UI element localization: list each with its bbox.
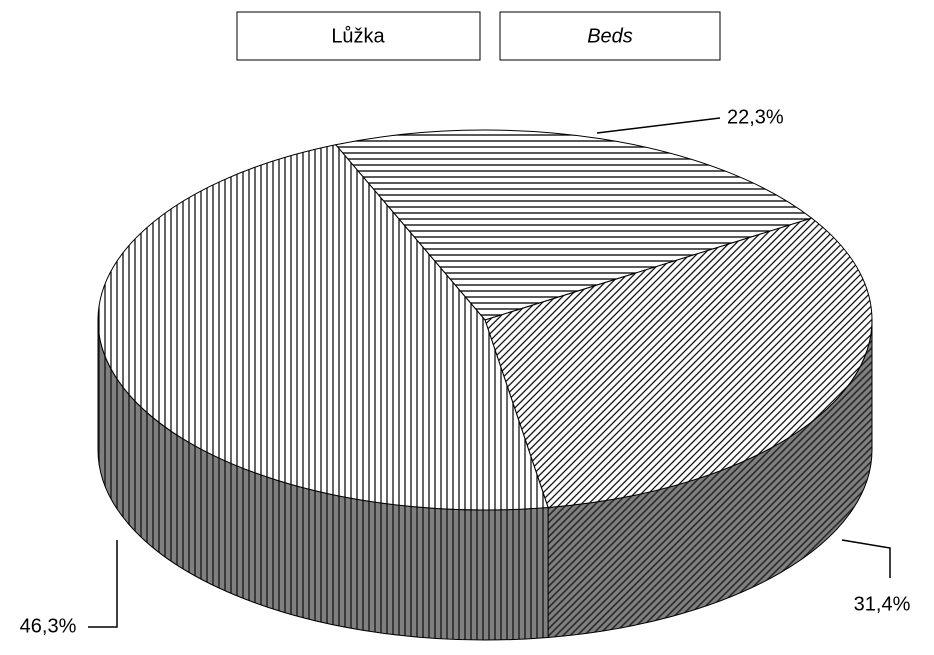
subtitle-box [499, 11, 721, 61]
data-label: 22,3% [727, 106, 784, 128]
pie-slice [484, 217, 873, 508]
title-box [236, 11, 481, 61]
chart-title: Lůžka [331, 25, 385, 47]
pie-slice [97, 144, 549, 511]
leader-line [88, 540, 118, 628]
data-label: 31,4% [854, 593, 911, 615]
data-label: 46,3% [20, 615, 77, 637]
leader-line [596, 117, 721, 134]
leader-line [841, 539, 891, 578]
pie-slice [334, 129, 813, 321]
chart-subtitle: Beds [587, 25, 633, 47]
